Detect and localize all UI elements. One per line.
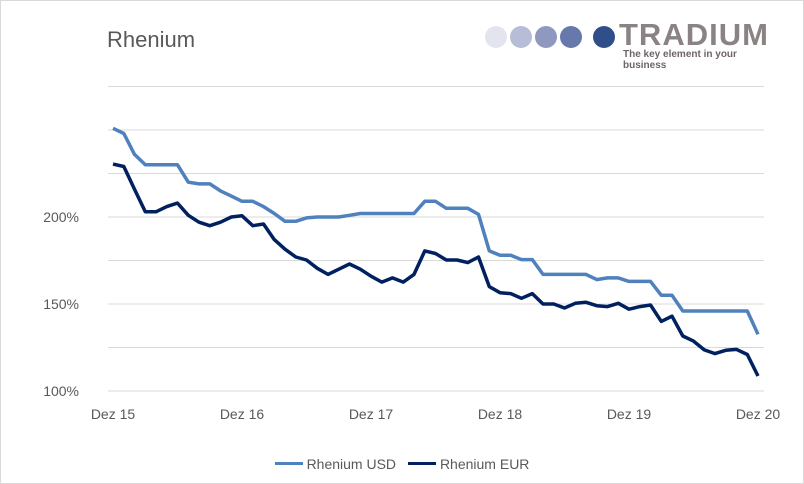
- logo-dot-icon: [485, 26, 507, 48]
- x-tick-label: Dez 19: [607, 406, 652, 422]
- y-tick-label: 200%: [43, 209, 79, 225]
- legend: Rhenium USD Rhenium EUR: [1, 452, 803, 472]
- x-tick-label: Dez 20: [736, 406, 781, 422]
- y-tick-label: 100%: [43, 383, 79, 399]
- legend-label: Rhenium EUR: [439, 455, 530, 472]
- chart-title: Rhenium: [107, 27, 196, 52]
- x-tick-label: Dez 17: [349, 406, 394, 422]
- logo-brand: TRADIUM: [619, 17, 769, 52]
- x-tick-label: Dez 18: [478, 406, 523, 422]
- logo-dot-icon: [593, 26, 615, 48]
- y-tick-label: 150%: [43, 296, 79, 312]
- legend-swatch: [407, 462, 436, 465]
- logo-dot-icon: [510, 26, 532, 48]
- legend-item-usd: Rhenium USD: [274, 455, 397, 472]
- tradium-logo: TRADIUM The key element in your business: [485, 17, 780, 71]
- legend-item-eur: Rhenium EUR: [407, 455, 530, 472]
- legend-label: Rhenium USD: [306, 455, 397, 472]
- series-line-eur: [112, 162, 760, 377]
- logo-tagline: The key element in your business: [623, 49, 737, 71]
- logo-dot-icon: [535, 26, 557, 48]
- logo-dot-icon: [560, 26, 582, 48]
- x-tick-label: Dez 16: [220, 406, 265, 422]
- legend-swatch: [274, 462, 303, 465]
- x-tick-label: Dez 15: [91, 406, 136, 422]
- series-line-usd: [112, 126, 760, 336]
